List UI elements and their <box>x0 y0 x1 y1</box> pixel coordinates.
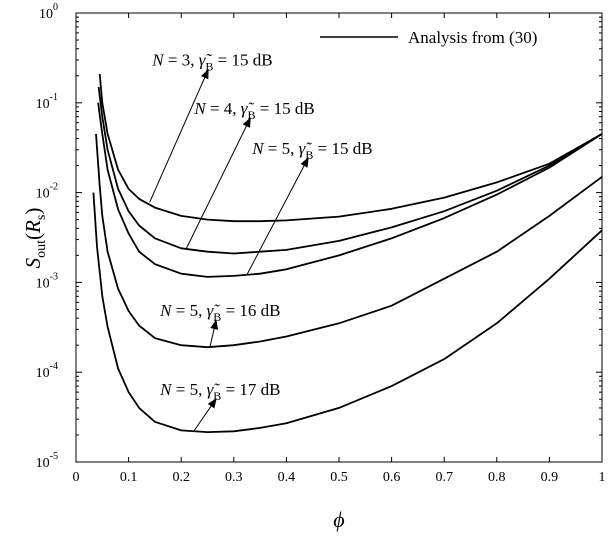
curve-label: N = 5, γ̃B = 16 dB <box>159 301 280 324</box>
series-line <box>97 86 603 255</box>
curve-label: N = 5, γ̃B = 17 dB <box>159 380 280 403</box>
x-tick-label: 0.9 <box>541 470 559 485</box>
annotation-arrow <box>209 319 219 347</box>
x-tick-label: 0.7 <box>435 470 453 485</box>
curve-annotations: N = 3, γ̃B = 15 dB N = 4, γ̃B = 15 dB N = … <box>149 51 373 431</box>
y-tick-label: 10-1 <box>36 92 58 112</box>
y-tick-label: 10-2 <box>36 182 58 202</box>
curve-label: N = 5, γ̃B = 15 dB <box>251 139 372 162</box>
curve-label: N = 3, γ̃B = 15 dB <box>151 51 272 74</box>
annotation-arrow <box>186 117 251 249</box>
x-tick-label: 1 <box>599 470 606 485</box>
series-line <box>97 102 603 278</box>
x-tick-label: 0.1 <box>120 470 138 485</box>
x-tick-label: 0.8 <box>488 470 506 485</box>
x-tick-label: 0.5 <box>330 470 348 485</box>
x-tick-label: 0.4 <box>278 470 296 485</box>
curve-label: N = 4, γ̃B = 15 dB <box>193 99 314 122</box>
x-tick-label: 0 <box>73 470 80 485</box>
x-axis-ticks: 0 0.1 0.2 0.3 0.4 0.5 0.6 0.7 0.8 0.9 1 <box>73 13 606 485</box>
series-line <box>92 192 603 433</box>
x-axis-title: ϕ <box>333 507 344 532</box>
y-axis-ticks: 10-5 10-4 10-3 10-2 10-1 100 <box>36 2 602 471</box>
x-tick-label: 0.6 <box>383 470 401 485</box>
legend-label: Analysis from (30) <box>408 28 537 47</box>
y-tick-label: 10-5 <box>36 451 58 471</box>
annotation-arrow <box>246 156 309 275</box>
series-lines <box>92 73 603 433</box>
y-tick-label: 10-4 <box>36 361 58 381</box>
series-line <box>98 73 603 223</box>
y-tick-label: 100 <box>39 2 58 22</box>
series-line <box>95 133 603 349</box>
x-tick-label: 0.2 <box>172 470 190 485</box>
legend: Analysis from (30) <box>320 28 537 47</box>
y-axis-title: Sout(Rs) <box>21 208 49 269</box>
x-tick-label: 0.3 <box>225 470 243 485</box>
annotation-arrow <box>193 397 217 431</box>
y-tick-label: 10-3 <box>36 271 58 291</box>
annotation-arrow <box>149 68 209 203</box>
